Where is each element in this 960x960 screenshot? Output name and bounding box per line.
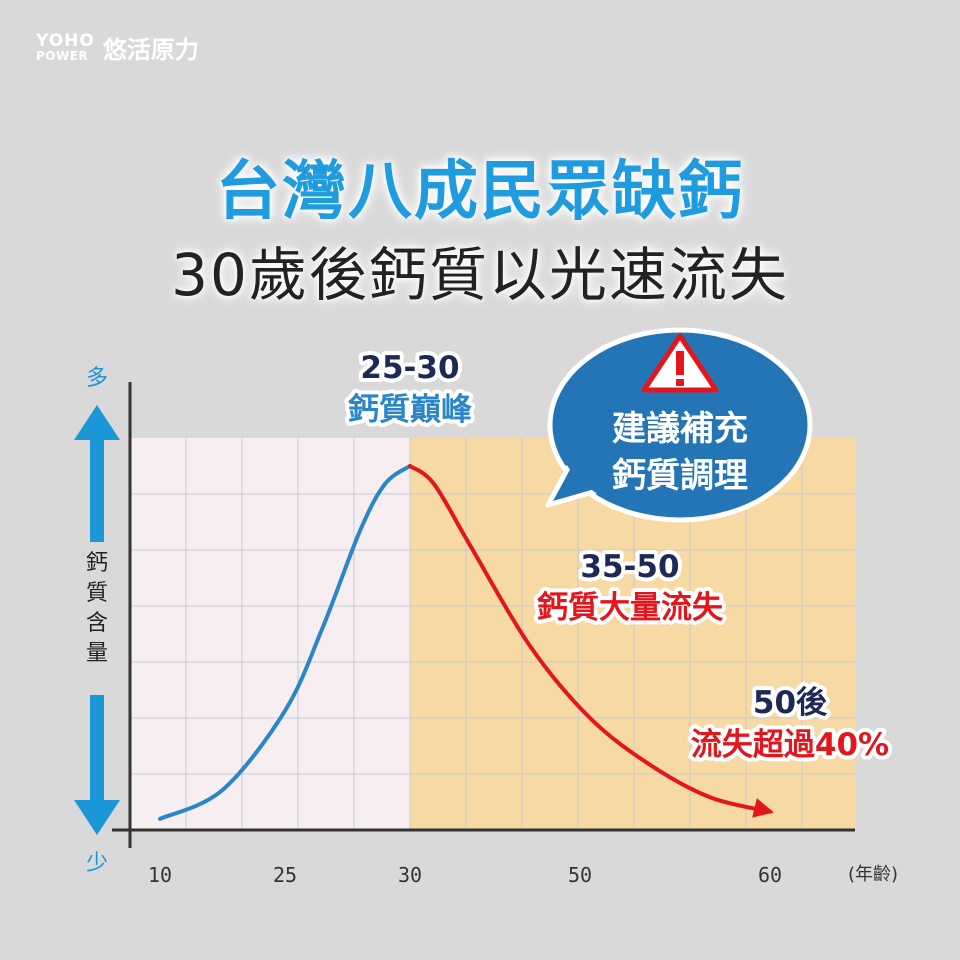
x-tick-label: 60: [758, 863, 782, 887]
x-tick-label: 10: [148, 863, 172, 887]
y-axis-label-char: 含: [86, 611, 108, 636]
warning-icon: [641, 333, 719, 393]
arrow-down-icon: [74, 800, 120, 835]
zone-young: [130, 438, 410, 830]
callout-bubble: 建議補充 鈣質調理: [545, 327, 813, 523]
y-axis-label-char: 鈣: [86, 551, 108, 576]
annotation-loss-text: 鈣質大量流失: [537, 590, 724, 626]
annotation-peak-text: 鈣質巔峰: [348, 392, 472, 428]
x-tick-label: 30: [398, 863, 422, 887]
series-fall-line: [408, 464, 774, 818]
brand-name: 悠活原力: [102, 36, 199, 64]
x-tick-labels: 10 25 30 50 60: [148, 863, 782, 887]
annotation-after50-range: 50後: [753, 685, 828, 721]
arrow-up-shaft: [90, 438, 104, 542]
brand-mark-top: YOHO: [36, 31, 95, 51]
x-tick-label: 50: [568, 863, 592, 887]
headline: 台灣八成民眾缺鈣: [216, 155, 744, 229]
y-axis-label-char: 量: [86, 641, 108, 666]
annotation-peak-range: 25-30: [360, 350, 459, 386]
arrow-down-shaft: [90, 695, 104, 802]
callout-line1: 建議補充: [612, 409, 748, 449]
callout-line2: 鈣質調理: [612, 456, 748, 496]
y-bottom-label: 少: [86, 851, 108, 876]
subheadline: 30歲後鈣質以光速流失: [171, 241, 789, 309]
annotation-loss-range: 35-50: [580, 549, 679, 585]
y-axis-label-char: 質: [86, 581, 108, 606]
brand-mark-bottom: POWER: [36, 49, 89, 63]
arrow-up-icon: [74, 405, 120, 440]
y-top-label: 多: [86, 366, 108, 391]
series-rise-line: [158, 464, 412, 821]
annotation-after50-text: 流失超過40%: [691, 727, 889, 763]
brand-logo: YOHO POWER 悠活原力: [36, 30, 199, 65]
x-axis-label: (年齡): [848, 864, 898, 885]
brand-mark: YOHO POWER: [36, 31, 95, 63]
y-axis-label: 鈣質含量: [86, 551, 108, 666]
x-tick-label: 25: [273, 863, 297, 887]
